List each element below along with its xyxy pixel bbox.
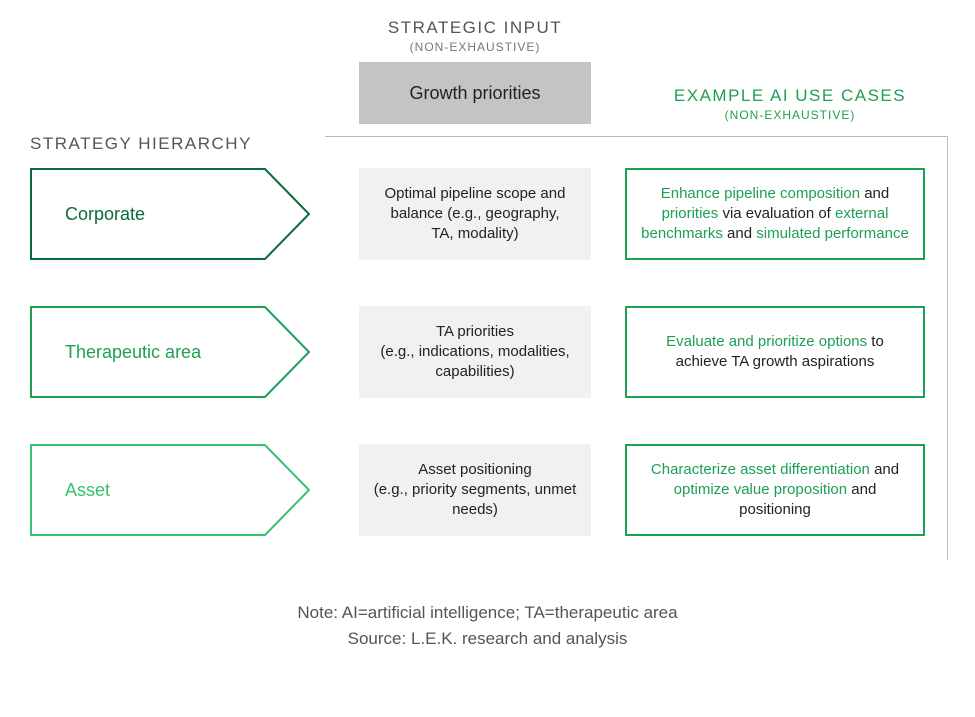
hierarchy-label: Therapeutic area bbox=[30, 306, 310, 398]
usecase-text: via evaluation of bbox=[718, 205, 835, 222]
strategic-input-header: STRATEGIC INPUT (NON-EXHAUSTIVE) bbox=[325, 18, 625, 54]
footnote: Note: AI=artificial intelligence; TA=the… bbox=[0, 600, 975, 651]
usecase-header: EXAMPLE AI USE CASES (NON-EXHAUSTIVE) bbox=[640, 86, 940, 122]
ai-usecase-box: Evaluate and prioritize options to achie… bbox=[625, 306, 925, 398]
ai-usecase-box: Enhance pipeline composition and priorit… bbox=[625, 168, 925, 260]
usecase-text: and bbox=[860, 185, 889, 202]
ai-usecase-box: Characterize asset differentiation and o… bbox=[625, 444, 925, 536]
usecase-subtitle: (NON-EXHAUSTIVE) bbox=[640, 108, 940, 122]
footnote-line2: Source: L.E.K. research and analysis bbox=[0, 626, 975, 652]
strategic-input-subtitle: (NON-EXHAUSTIVE) bbox=[325, 40, 625, 54]
growth-priorities-box: Growth priorities bbox=[359, 62, 591, 124]
hierarchy-arrow: Corporate bbox=[30, 168, 310, 260]
hierarchy-label: Corporate bbox=[30, 168, 310, 260]
usecase-highlight: simulated performance bbox=[756, 225, 909, 242]
usecase-title: EXAMPLE AI USE CASES bbox=[640, 86, 940, 106]
strategic-input-title: STRATEGIC INPUT bbox=[325, 18, 625, 38]
usecase-highlight: Characterize asset differentiation bbox=[651, 461, 870, 478]
usecase-highlight: priorities bbox=[662, 205, 719, 222]
strategic-input-box: Asset positioning(e.g., priority segment… bbox=[359, 444, 591, 536]
strategic-input-box: TA priorities(e.g., indications, modalit… bbox=[359, 306, 591, 398]
usecase-highlight: optimize value proposition bbox=[674, 481, 847, 498]
usecase-highlight: Enhance pipeline composition bbox=[661, 185, 860, 202]
growth-priorities-label: Growth priorities bbox=[409, 83, 540, 104]
hierarchy-header: STRATEGY HIERARCHY bbox=[30, 134, 252, 154]
hierarchy-arrow: Therapeutic area bbox=[30, 306, 310, 398]
diagram-root: STRATEGIC INPUT (NON-EXHAUSTIVE) Growth … bbox=[0, 0, 975, 717]
usecase-text: and bbox=[870, 461, 899, 478]
hierarchy-arrow: Asset bbox=[30, 444, 310, 536]
usecase-highlight: Evaluate and prioritize options bbox=[666, 333, 867, 350]
usecase-text: and bbox=[723, 225, 756, 242]
strategic-input-box: Optimal pipeline scope and balance (e.g.… bbox=[359, 168, 591, 260]
footnote-line1: Note: AI=artificial intelligence; TA=the… bbox=[0, 600, 975, 626]
hierarchy-label: Asset bbox=[30, 444, 310, 536]
